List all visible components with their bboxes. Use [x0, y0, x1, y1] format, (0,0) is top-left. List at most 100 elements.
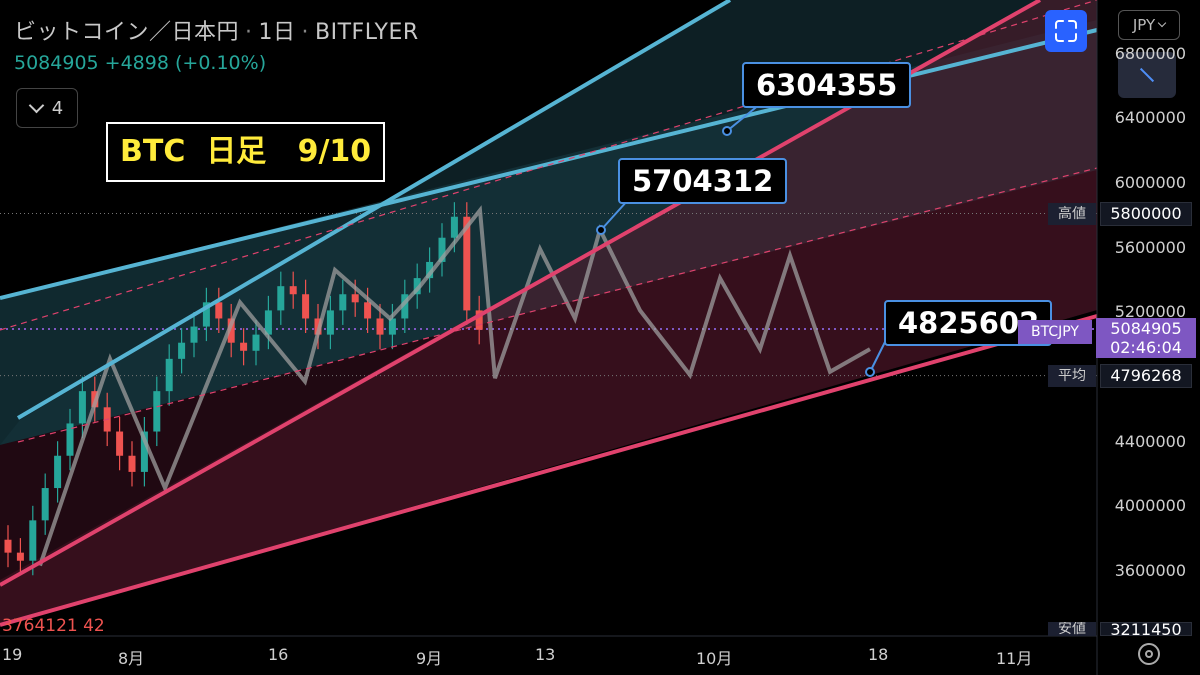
candle-body [277, 286, 285, 311]
low-value: 3211450 [1100, 622, 1192, 636]
x-tick: 9月 [416, 649, 443, 668]
upper-trendline [16, 0, 732, 420]
candle-body [29, 520, 37, 561]
projection-line [38, 205, 871, 567]
candle-body [413, 278, 421, 295]
timeframe: 1日 [258, 20, 296, 45]
candle-body [376, 318, 384, 335]
candle-body [66, 423, 74, 456]
last-price-countdown: 02:46:04 [1110, 338, 1182, 357]
candle-body [388, 318, 396, 335]
candle-body [41, 488, 49, 521]
price-change-pct: (+0.10%) [175, 52, 267, 74]
high-label: 高値 [1048, 203, 1096, 225]
candle-body [450, 216, 458, 238]
candle-body [326, 310, 334, 335]
upper-channel-band-2 [0, 0, 1097, 445]
callout-target-high: 6304355 [742, 62, 912, 108]
callout-target-mid: 5704312 [618, 158, 788, 204]
candle-body [153, 391, 161, 432]
y-tick: 5600000 [1114, 238, 1186, 257]
chart-title: BTC 日足 9/10 [106, 122, 386, 182]
price-summary: 5084905 +4898 (+0.10%) [14, 52, 266, 74]
candle-body [438, 237, 446, 262]
y-tick: 4400000 [1114, 432, 1186, 451]
target-point [865, 367, 875, 377]
y-tick: 5200000 [1114, 302, 1186, 321]
candle-body [128, 455, 136, 472]
candle-body [475, 310, 483, 330]
compress-icon [1139, 67, 1155, 83]
candle-body [227, 318, 235, 343]
y-tick: 6400000 [1114, 108, 1186, 127]
target-point [722, 126, 732, 136]
mid-dashed-line [17, 167, 1098, 443]
x-tick: 11月 [996, 649, 1033, 668]
currency-label: JPY [1132, 16, 1156, 34]
last-price-name: BTCJPY [1018, 320, 1092, 344]
candle-body [4, 539, 12, 553]
markers [596, 103, 887, 377]
x-tick: 8月 [118, 649, 145, 668]
price-change: +4898 [104, 52, 169, 74]
candle-body [215, 302, 223, 319]
symbol-header[interactable]: ビットコイン／日本円 · 1日 · BITFLYER [14, 20, 419, 45]
low-label: 安値 [1048, 622, 1096, 636]
exchange: BITFLYER [315, 20, 419, 45]
support-trendline [0, 314, 1098, 627]
x-tick: 13 [535, 645, 556, 664]
symbol-name: ビットコイン／日本円 [14, 20, 240, 45]
average-value: 4796268 [1100, 364, 1192, 388]
indicator-count: 4 [51, 97, 64, 119]
x-tick: 10月 [696, 649, 733, 668]
candle-body [202, 302, 210, 327]
channel-bands [0, 0, 1097, 625]
candle-body [54, 455, 62, 489]
average-label: 平均 [1048, 365, 1096, 387]
candle-body [140, 431, 148, 472]
candle-body [289, 286, 297, 295]
y-tick: 6000000 [1114, 173, 1186, 192]
callout-pointer [726, 103, 761, 132]
reference-lines [0, 213, 1097, 377]
candle-body [190, 326, 198, 343]
callout-pointer [600, 199, 629, 231]
candle-body [264, 310, 272, 335]
candle-body [351, 294, 359, 303]
candle-body [401, 294, 409, 319]
candle-body [165, 358, 173, 392]
last-price-value: 5084905 [1110, 319, 1182, 338]
y-tick: 6800000 [1114, 44, 1186, 63]
candle-body [463, 216, 471, 311]
candle-body [426, 261, 434, 279]
candle-body [364, 302, 372, 319]
projection-path [38, 205, 871, 567]
target-point [596, 225, 606, 235]
y-tick: 4000000 [1114, 496, 1186, 515]
chevron-down-icon [1157, 18, 1167, 28]
candle-body [302, 294, 310, 319]
upper-dashed-line [0, 0, 1098, 331]
candle-body [240, 342, 248, 351]
x-tick: 19 [2, 645, 23, 664]
callout-pointer [869, 339, 887, 373]
candle-body [339, 294, 347, 311]
candle-body [116, 431, 124, 456]
gear-icon[interactable] [1138, 643, 1160, 665]
compress-button[interactable] [1118, 52, 1176, 98]
currency-select[interactable]: JPY [1118, 10, 1180, 40]
candle-body [78, 391, 86, 424]
chevron-down-icon [28, 97, 45, 114]
candle-body [16, 552, 24, 561]
upper-mid-trendline [0, 28, 1098, 300]
x-tick: 18 [868, 645, 889, 664]
last-price-tag: 5084905 02:46:04 [1096, 318, 1196, 358]
low-marker-label: 3764121 42 [2, 616, 105, 636]
indicator-toggle-button[interactable]: 4 [16, 88, 78, 128]
current-price: 5084905 [14, 52, 99, 74]
high-value: 5800000 [1100, 202, 1192, 226]
fullscreen-button[interactable] [1045, 10, 1087, 52]
y-tick: 3600000 [1114, 561, 1186, 580]
candle-body [178, 342, 186, 359]
